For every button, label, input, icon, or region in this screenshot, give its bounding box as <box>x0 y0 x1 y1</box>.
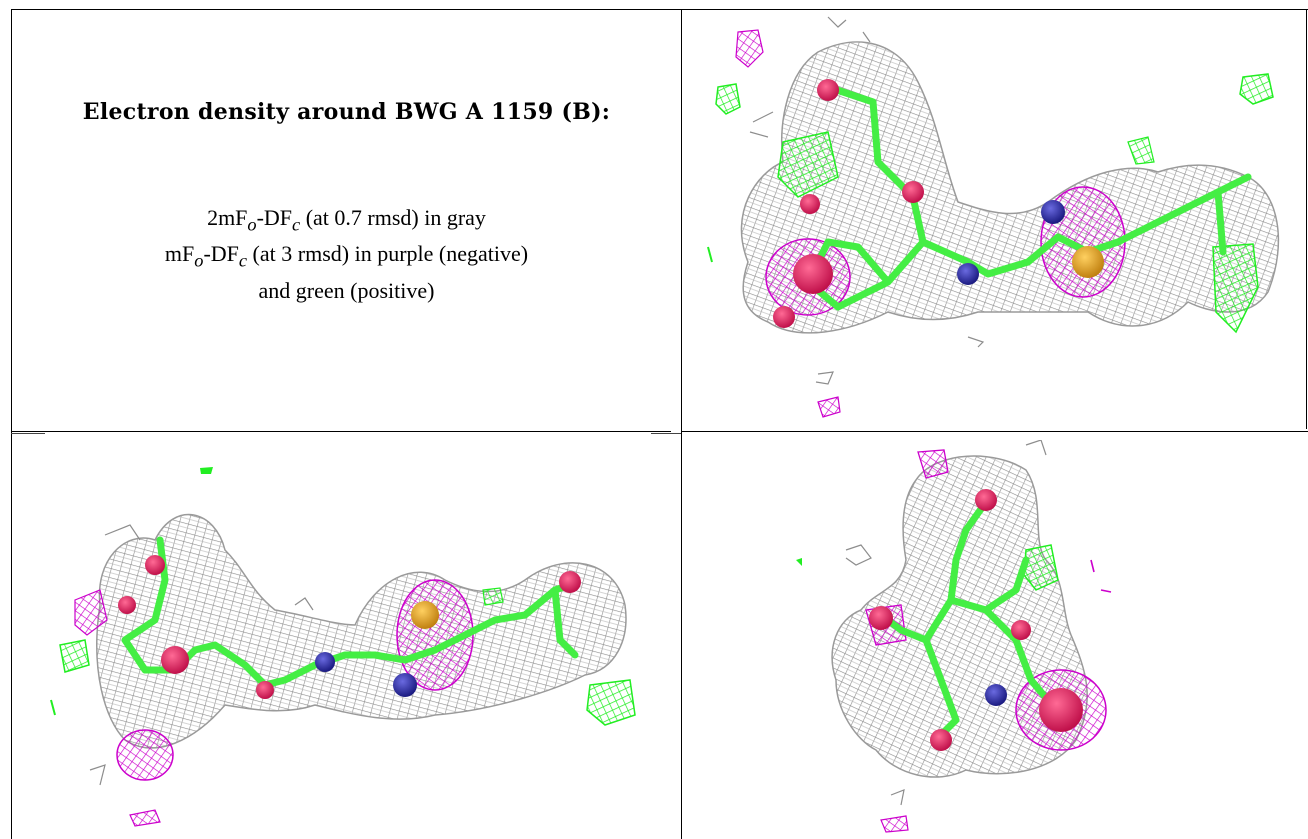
nitrogen-atom <box>393 673 417 697</box>
stray-mesh-fragment <box>890 789 905 806</box>
oxygen-atom <box>1011 620 1031 640</box>
positive-density-blob <box>777 131 839 198</box>
ligand-bonds <box>947 556 1030 614</box>
stray-mesh-fragment <box>815 371 834 385</box>
stray-mesh-fragment <box>1025 440 1047 456</box>
positive-density-blob <box>200 467 213 474</box>
caption-text: 2mF <box>207 205 248 230</box>
density-view-top-right <box>688 12 1304 428</box>
oxygen-atom <box>869 606 893 630</box>
caption-text: -DF <box>256 205 293 230</box>
negative-density-blob <box>917 449 949 479</box>
ligand-bonds <box>982 606 1060 714</box>
stray-mesh-fragment <box>967 336 985 348</box>
negative-density-blob <box>880 815 909 833</box>
positive-density-fragment <box>707 246 713 263</box>
caption-text: (at 3 rmsd) in purple (negative) <box>247 241 529 267</box>
negative-density-blob <box>129 809 161 827</box>
density-render <box>50 467 636 827</box>
sulfur-atom <box>411 601 439 629</box>
negative-density-fragment <box>1090 559 1112 593</box>
caption-line-3: and green (positive) <box>258 277 435 303</box>
oxygen-atom <box>161 646 189 674</box>
caption-text: -DF <box>203 241 239 267</box>
nitrogen-atom <box>1041 200 1065 224</box>
oxygen-atom <box>800 194 820 214</box>
caption-cell: Electron density around BWG A 1159 (B): … <box>12 10 681 431</box>
positive-density-blob <box>59 639 90 673</box>
ligand-bonds <box>804 83 927 311</box>
table-border-top <box>11 9 1308 10</box>
table-border-right <box>1306 9 1307 429</box>
negative-density-blob <box>116 729 174 781</box>
density-render <box>707 16 1280 418</box>
oxygen-atom <box>817 79 839 101</box>
negative-density-blob <box>74 589 108 636</box>
oxygen-atom <box>975 489 997 511</box>
table-divider-horizontal-left <box>11 431 671 432</box>
ligand-bonds <box>922 636 960 744</box>
stray-mesh-fragment <box>845 544 872 566</box>
caption-subscript: o <box>194 250 204 271</box>
ligand-bonds <box>311 581 574 669</box>
caption-subscript: c <box>238 250 248 271</box>
oxygen-atom <box>1039 688 1083 732</box>
oxygen-atom <box>902 181 924 203</box>
caption-line-1: 2mFo-DFc (at 0.7 rmsd) in gray <box>12 203 681 239</box>
ligand-bonds <box>551 586 579 659</box>
oxygen-atom <box>773 306 795 328</box>
negative-density-blob <box>817 396 841 418</box>
sulfur-atom <box>1072 246 1104 278</box>
gray-density-mesh <box>96 513 627 749</box>
ligand-bonds <box>1214 188 1227 256</box>
stray-mesh-fragment <box>104 524 314 611</box>
stray-mesh-fragment <box>749 111 774 138</box>
table-divider-horizontal-right <box>681 431 1308 432</box>
table-rule-stub <box>11 433 45 434</box>
oxygen-atom <box>256 681 274 699</box>
positive-density-fragment <box>50 699 56 716</box>
table-divider-vertical <box>681 9 682 839</box>
table-border-left <box>11 9 12 839</box>
nitrogen-atom <box>985 684 1007 706</box>
positive-density-blob <box>1127 136 1155 165</box>
caption-line-2: mFo-DFc (at 3 rmsd) in purple (negative) <box>12 239 681 275</box>
oxygen-atom <box>930 729 952 751</box>
caption-title: Electron density around BWG A 1159 (B): <box>82 99 611 125</box>
positive-density-blob <box>482 587 504 606</box>
caption-subscript: c <box>292 214 301 235</box>
positive-density-blob <box>715 83 741 115</box>
negative-density-blob <box>735 29 764 68</box>
oxygen-atom <box>793 254 833 294</box>
stray-mesh-fragment <box>89 764 106 786</box>
positive-density-blob <box>796 558 802 566</box>
caption-description: 2mFo-DFc (at 0.7 rmsd) in gray mFo-DFc (… <box>12 203 681 306</box>
positive-density-blob <box>586 679 636 726</box>
oxygen-atom <box>145 555 165 575</box>
caption-text: (at 0.7 rmsd) in gray <box>300 205 486 230</box>
table-rule-stub <box>651 433 681 434</box>
density-view-bottom-left <box>15 440 675 836</box>
stray-mesh-fragment <box>827 16 871 43</box>
positive-density-blob <box>1212 243 1259 334</box>
caption-text: mF <box>164 241 195 267</box>
nitrogen-atom <box>315 652 335 672</box>
nitrogen-atom <box>957 263 979 285</box>
oxygen-atom <box>559 571 581 593</box>
density-render <box>796 440 1112 833</box>
density-view-bottom-right <box>686 440 1304 836</box>
oxygen-atom <box>118 596 136 614</box>
positive-density-blob <box>1239 73 1274 105</box>
caption-subscript: o <box>247 214 257 235</box>
